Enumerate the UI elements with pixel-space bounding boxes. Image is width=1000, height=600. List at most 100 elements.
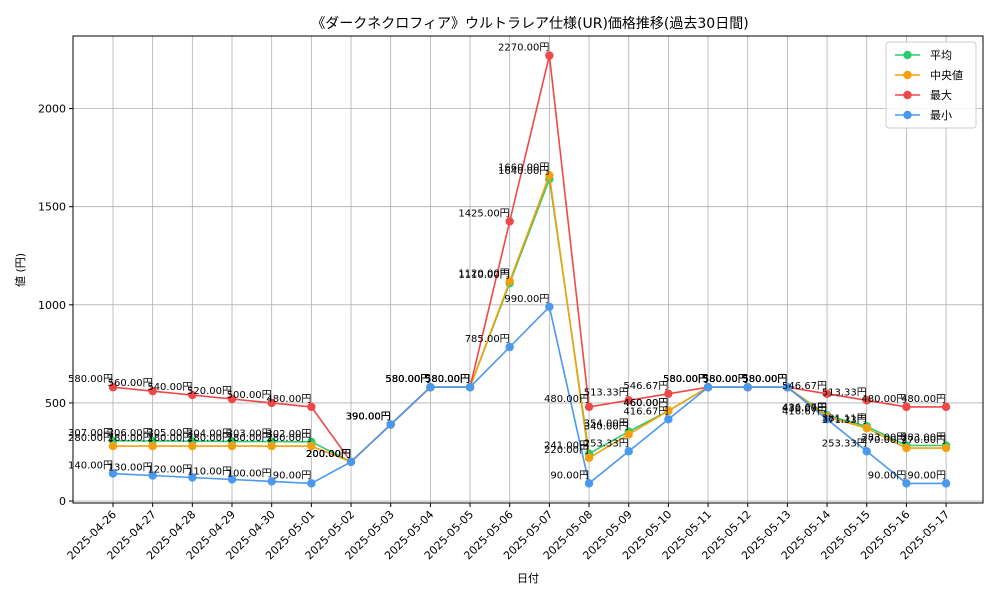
data-label: 580.00円 xyxy=(425,374,470,385)
data-label: 580.00円 xyxy=(68,374,113,385)
data-point xyxy=(227,475,237,484)
data-point xyxy=(505,217,514,226)
data-label: 580.00円 xyxy=(425,374,470,385)
data-label: 436.67円 xyxy=(782,402,827,413)
data-label: 580.00円 xyxy=(663,374,708,385)
data-label: 580.00円 xyxy=(703,374,748,385)
data-label: 90.00円 xyxy=(550,470,589,481)
data-label: 110.00円 xyxy=(187,466,232,477)
series-layer xyxy=(108,51,951,488)
data-label: 460.00円 xyxy=(623,398,668,409)
data-label: 990.00円 xyxy=(504,294,549,305)
data-point xyxy=(148,386,157,396)
data-labels: 307.00円306.00円305.00円304.00円303.00円302.0… xyxy=(68,43,946,482)
data-label: 130.00円 xyxy=(108,463,153,474)
data-point xyxy=(307,402,316,412)
legend-label: 最大 xyxy=(930,88,952,102)
data-point xyxy=(941,443,951,453)
data-point xyxy=(505,342,514,352)
series-line xyxy=(112,54,947,463)
data-label: 540.00円 xyxy=(147,382,192,393)
data-label: 513.33円 xyxy=(822,387,867,398)
y-tick-label: 2000 xyxy=(38,103,66,116)
legend-marker xyxy=(903,50,912,60)
data-label: 371.33円 xyxy=(822,415,867,426)
data-point xyxy=(386,420,395,429)
data-label: 280.00円 xyxy=(108,433,153,444)
y-axis-ticks: 0 500 1000 1500 2000 xyxy=(38,103,73,508)
legend-marker xyxy=(903,90,912,100)
data-label: 520.00円 xyxy=(187,386,232,397)
data-point xyxy=(584,402,594,412)
data-point xyxy=(584,453,594,463)
data-label: 390.00円 xyxy=(346,412,391,423)
data-point xyxy=(822,389,832,398)
data-label: 200.00円 xyxy=(306,449,351,460)
data-label: 580.00円 xyxy=(425,374,470,385)
data-label: 480.00円 xyxy=(266,394,311,405)
data-label: 280.00円 xyxy=(266,433,311,444)
y-axis-label: 値 (円) xyxy=(14,253,27,287)
data-point xyxy=(902,443,911,453)
data-point xyxy=(822,415,832,424)
data-label: 283.00円 xyxy=(861,433,906,444)
data-point xyxy=(227,441,237,451)
data-label: 302.00円 xyxy=(266,429,311,440)
data-label: 90.00円 xyxy=(907,470,946,481)
data-label: 390.00円 xyxy=(346,412,391,423)
data-label: 305.00円 xyxy=(147,428,192,439)
data-label: 241.00円 xyxy=(544,441,589,452)
data-label: 304.00円 xyxy=(187,428,232,439)
data-label: 100.00円 xyxy=(227,468,272,479)
data-label: 283.00円 xyxy=(901,433,946,444)
data-label: 460.00円 xyxy=(623,398,668,409)
data-label: 120.00円 xyxy=(147,464,192,475)
data-label: 580.00円 xyxy=(703,374,748,385)
data-label: 220.00円 xyxy=(544,445,589,456)
data-label: 580.00円 xyxy=(385,374,430,385)
data-point xyxy=(148,471,157,480)
data-label: 280.00円 xyxy=(227,433,272,444)
x-axis-label: 日付 xyxy=(517,572,539,585)
data-point xyxy=(941,402,951,412)
data-label: 580.00円 xyxy=(742,374,787,385)
data-label: 560.00円 xyxy=(108,378,153,389)
data-label: 500.00円 xyxy=(227,390,272,401)
data-label: 90.00円 xyxy=(273,470,312,481)
data-point xyxy=(148,441,157,451)
legend-marker xyxy=(903,110,912,120)
data-point xyxy=(267,398,276,408)
y-tick-label: 1000 xyxy=(38,299,66,312)
data-label: 1640.00円 xyxy=(498,166,549,177)
data-label: 390.00円 xyxy=(346,412,391,423)
legend-box xyxy=(885,41,977,129)
data-label: 546.67円 xyxy=(782,381,827,392)
data-label: 580.00円 xyxy=(742,374,787,385)
data-point xyxy=(624,430,633,439)
plot-frame xyxy=(72,35,984,504)
data-label: 546.67円 xyxy=(623,381,668,392)
series-line xyxy=(112,305,947,485)
legend-marker xyxy=(903,70,912,80)
data-label: 253.33円 xyxy=(822,438,867,449)
data-label: 430.00円 xyxy=(782,404,827,415)
data-label: 1120.00円 xyxy=(458,268,509,279)
data-point xyxy=(227,394,237,404)
data-label: 416.67円 xyxy=(782,406,827,417)
data-label: 280.00円 xyxy=(187,433,232,444)
data-point xyxy=(426,383,435,392)
data-point xyxy=(902,479,911,488)
legend-label: 中央値 xyxy=(930,69,963,82)
data-label: 1110.00円 xyxy=(458,270,509,281)
data-label: 270.00円 xyxy=(901,435,946,446)
data-label: 1660.00円 xyxy=(498,162,549,173)
data-label: 381.11円 xyxy=(822,413,867,424)
data-label: 480.00円 xyxy=(861,394,906,405)
data-point xyxy=(108,469,118,478)
data-label: 480.00円 xyxy=(544,394,589,405)
data-point xyxy=(862,396,871,405)
data-label: 580.00円 xyxy=(663,374,708,385)
